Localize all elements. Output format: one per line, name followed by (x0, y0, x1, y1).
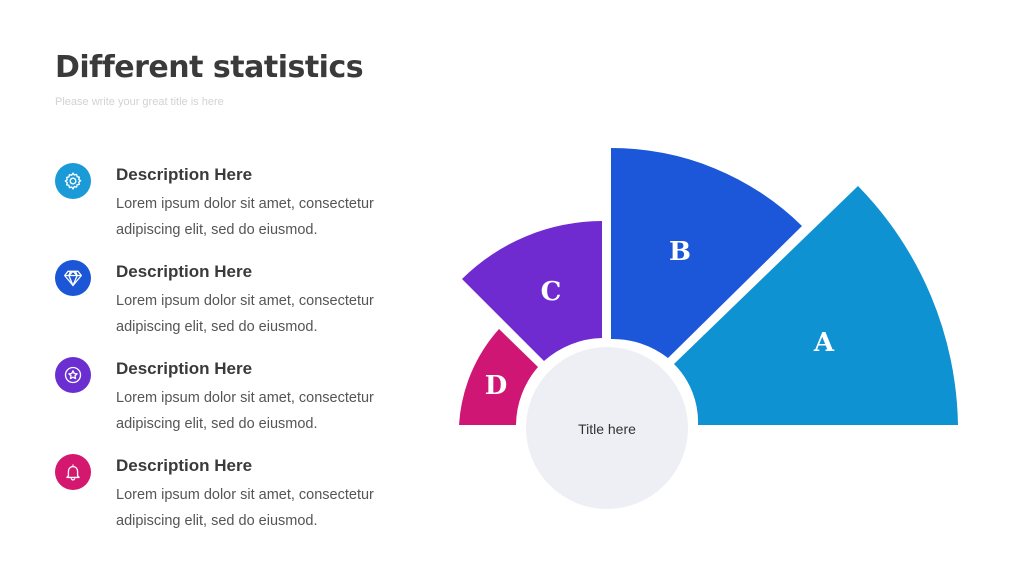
item-heading: Description Here (116, 456, 253, 475)
icon-badge-2 (55, 260, 91, 296)
item-heading: Description Here (116, 359, 253, 378)
gear-icon (64, 172, 82, 190)
item-description: Lorem ipsum dolor sit amet, consectetur … (116, 196, 374, 238)
bell-icon (66, 464, 80, 481)
segment-b-label: B (669, 237, 691, 267)
center-title: Title here (578, 421, 636, 437)
icon-badge-3 (55, 357, 91, 393)
segment-c (462, 221, 602, 361)
page-subtitle: Please write your great title is here (55, 96, 224, 108)
item-description: Lorem ipsum dolor sit amet, consectetur … (116, 293, 374, 335)
segment-d (459, 329, 538, 425)
description-item-2: Description Here Lorem ipsum dolor sit a… (55, 260, 415, 350)
page-title: Different statistics (55, 50, 364, 85)
item-heading: Description Here (116, 262, 253, 281)
icon-badge-4 (55, 454, 91, 490)
segment-a-label: A (813, 328, 835, 358)
description-item-1: Description Here Lorem ipsum dolor sit a… (55, 163, 415, 253)
item-heading: Description Here (116, 165, 253, 184)
icon-badge-1 (55, 163, 91, 199)
item-description: Lorem ipsum dolor sit amet, consectetur … (116, 390, 374, 432)
segment-b (611, 147, 802, 358)
segment-d-label: D (485, 371, 508, 401)
description-item-4: Description Here Lorem ipsum dolor sit a… (55, 454, 415, 544)
segment-c-label: C (541, 277, 562, 307)
description-item-3: Description Here Lorem ipsum dolor sit a… (55, 357, 415, 447)
segment-a (674, 186, 958, 425)
item-description: Lorem ipsum dolor sit amet, consectetur … (116, 487, 374, 529)
diamond-icon (64, 270, 83, 287)
star-badge-icon (64, 366, 82, 384)
center-circle (520, 341, 694, 515)
